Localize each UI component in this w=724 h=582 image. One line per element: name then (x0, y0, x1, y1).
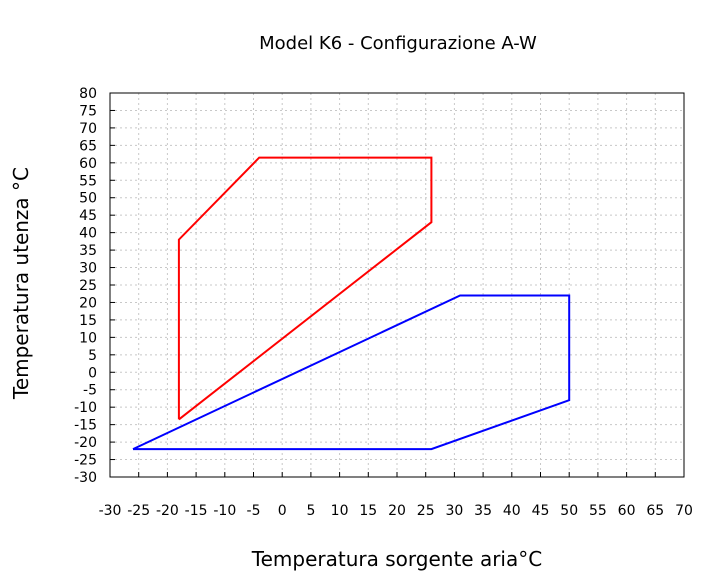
y-tick-label: 35 (79, 243, 97, 259)
series-lines (132, 156, 571, 451)
y-tick-label: -5 (83, 383, 97, 399)
y-tick-label: 10 (79, 330, 97, 346)
y-tick-label: 5 (88, 348, 97, 364)
x-tick-label: 60 (618, 503, 636, 519)
y-tick-label: 15 (79, 313, 97, 329)
y-tick-label: 20 (79, 295, 97, 311)
y-tick-label: -20 (74, 435, 97, 451)
x-tick-label: 55 (589, 503, 607, 519)
x-tick-label: 35 (474, 503, 492, 519)
x-tick-label: 30 (445, 503, 463, 519)
x-tick-label: 65 (646, 503, 664, 519)
grid-lines (110, 93, 684, 477)
x-axis-tick-labels: -30 -25 -20 -15 -10 -5 0 5 10 15 20 25 30 35 40 45 50 55 6… (99, 503, 693, 519)
y-tick-label: 30 (79, 261, 97, 277)
x-tick-label: 20 (388, 503, 406, 519)
y-tick-label: 55 (79, 173, 97, 189)
y-tick-label: 60 (79, 156, 97, 172)
y-axis-title: Temperatura utenza °C (9, 167, 33, 400)
y-tick-label: 40 (79, 226, 97, 242)
y-tick-label: -30 (74, 470, 97, 486)
y-tick-label: 25 (79, 278, 97, 294)
series-line-1 (177, 156, 433, 421)
y-tick-label: 65 (79, 138, 97, 154)
x-tick-label: -10 (213, 503, 236, 519)
y-tick-label: -10 (74, 400, 97, 416)
tick-marks (109, 92, 685, 478)
x-tick-label: 5 (306, 503, 315, 519)
x-tick-label: -20 (156, 503, 179, 519)
x-tick-label: -25 (127, 503, 150, 519)
y-tick-label: 70 (79, 121, 97, 137)
x-tick-label: 45 (532, 503, 550, 519)
y-tick-label: 75 (79, 103, 97, 119)
x-tick-label: -30 (99, 503, 122, 519)
x-tick-label: 15 (359, 503, 377, 519)
y-tick-label: -15 (74, 418, 97, 434)
x-tick-label: 25 (417, 503, 435, 519)
series-line-2 (132, 294, 571, 451)
x-tick-label: 0 (278, 503, 287, 519)
x-tick-label: -5 (247, 503, 261, 519)
x-tick-label: 10 (331, 503, 349, 519)
y-tick-label: 0 (88, 365, 97, 381)
x-tick-label: 40 (503, 503, 521, 519)
y-axis-tick-labels: -30-25-20-15-10-505101520253035404550556… (74, 86, 97, 486)
x-axis-title: Temperatura sorgente aria°C (251, 547, 542, 571)
y-tick-label: 45 (79, 208, 97, 224)
x-tick-label: -15 (185, 503, 208, 519)
x-tick-label: 50 (560, 503, 578, 519)
chart-title: Model K6 - Configurazione A-W (259, 33, 537, 54)
y-tick-label: 80 (79, 86, 97, 102)
x-tick-label: 70 (675, 503, 693, 519)
y-tick-label: 50 (79, 191, 97, 207)
y-tick-label: -25 (74, 453, 97, 469)
